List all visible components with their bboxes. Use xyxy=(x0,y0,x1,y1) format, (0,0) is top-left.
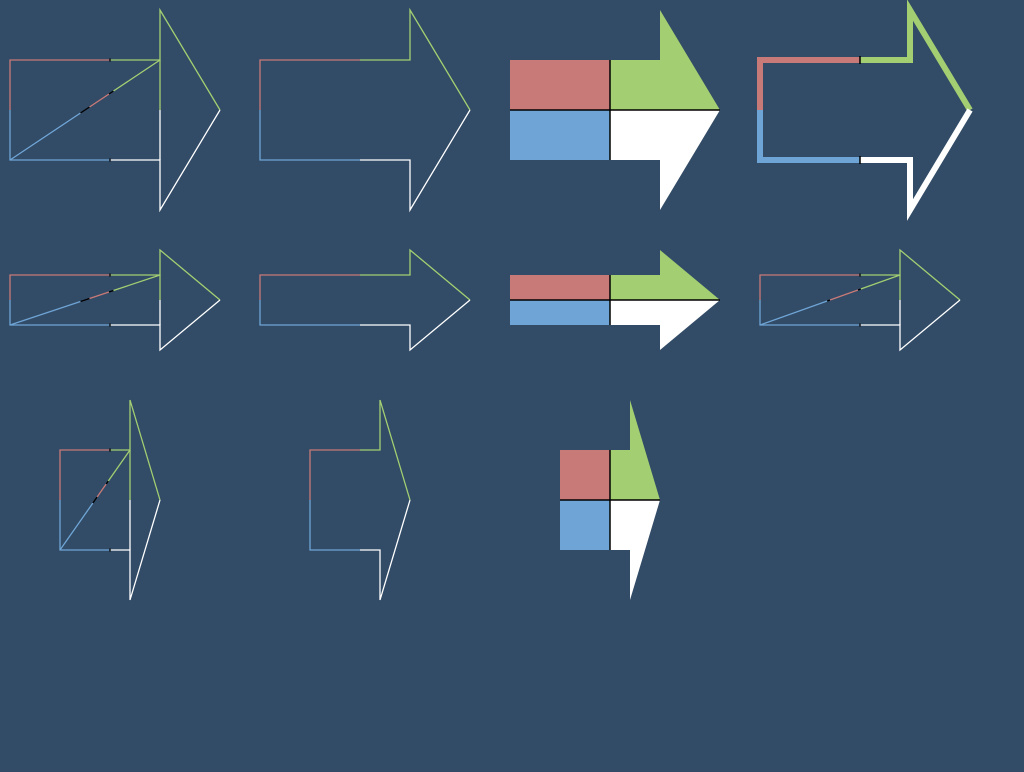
narrow-outline-arrow-with-diagonal xyxy=(60,400,160,600)
arrow-edge-bottom-left xyxy=(10,110,110,160)
arrow-edge-top-right xyxy=(860,10,970,110)
arrow-edge-top-right xyxy=(360,400,410,500)
flat-outline-arrow-with-diagonal xyxy=(10,250,220,350)
fill-top-left xyxy=(560,450,610,500)
diagonal-gap xyxy=(81,299,90,302)
arrow-edge-bottom-right xyxy=(360,300,470,350)
arrow-edge-top-left xyxy=(260,60,360,110)
diagonal-segment-blue xyxy=(10,302,81,326)
fill-top-right xyxy=(610,400,660,500)
diagonal-segment-green xyxy=(114,60,161,91)
arrow-edge-bottom-left xyxy=(60,500,110,550)
arrow-edge-bottom-left xyxy=(260,110,360,160)
diagonal-gap xyxy=(858,289,861,290)
arrow-edge-bottom-left xyxy=(760,110,860,160)
diagonal-gap xyxy=(109,91,114,94)
fill-bottom-left xyxy=(560,500,610,550)
large-outline-arrow xyxy=(260,10,470,210)
arrow-edge-top-left xyxy=(60,450,110,500)
diagonal-gap xyxy=(93,497,97,503)
narrow-filled-arrow xyxy=(560,400,660,600)
arrow-edge-bottom-right xyxy=(110,110,220,210)
diagonal-segment-red xyxy=(90,292,110,299)
arrow-edge-top-right xyxy=(110,10,220,110)
flat-outline-arrow xyxy=(260,250,470,350)
arrow-edge-bottom-right xyxy=(110,500,160,600)
arrow-edge-top-left xyxy=(260,275,360,300)
diagonal-gap xyxy=(106,481,108,484)
fill-top-left xyxy=(510,60,610,110)
diagonal-segment-green xyxy=(114,275,161,291)
fill-bottom-left xyxy=(510,300,610,325)
large-thick-outline-arrow xyxy=(760,10,970,210)
diagonal-segment-red xyxy=(97,484,106,497)
large-filled-arrow xyxy=(510,10,720,210)
fill-top-right xyxy=(610,10,720,110)
arrow-edge-top-left xyxy=(760,60,860,110)
fill-top-right xyxy=(610,250,720,300)
arrow-edge-top-right xyxy=(110,250,220,300)
arrow-edge-bottom-left xyxy=(760,300,860,325)
fill-bottom-right xyxy=(610,500,660,600)
fill-bottom-right xyxy=(610,110,720,210)
arrow-edge-bottom-right xyxy=(860,110,970,210)
arrow-edge-top-left xyxy=(760,275,860,300)
arrow-edge-bottom-right xyxy=(360,500,410,600)
diagonal-segment-blue xyxy=(10,113,81,160)
diagonal-segment-blue xyxy=(760,301,827,325)
flat-outline-arrow-no-shaft-ends xyxy=(760,250,960,350)
arrow-edge-top-right xyxy=(360,10,470,110)
diagonal-segment-blue xyxy=(60,503,93,550)
diagonal-gap xyxy=(109,291,114,293)
narrow-outline-arrow xyxy=(310,400,410,600)
diagonal-segment-red xyxy=(830,290,858,300)
diagonal-gap xyxy=(827,300,830,301)
diagonal-gap xyxy=(81,107,90,113)
arrow-edge-bottom-right xyxy=(360,110,470,210)
arrow-edge-top-left xyxy=(10,60,110,110)
arrow-edge-top-right xyxy=(360,250,470,300)
arrow-edge-bottom-left xyxy=(310,500,360,550)
arrow-edge-bottom-right xyxy=(860,300,960,350)
flat-filled-arrow xyxy=(510,250,720,350)
arrow-edge-top-right xyxy=(860,250,960,300)
arrow-edge-bottom-right xyxy=(110,300,220,350)
large-outline-arrow-with-diagonal xyxy=(10,10,220,210)
diagonal-segment-green xyxy=(108,450,130,481)
fill-bottom-left xyxy=(510,110,610,160)
arrow-edge-bottom-left xyxy=(10,300,110,325)
diagonal-segment-green xyxy=(861,275,900,289)
fill-bottom-right xyxy=(610,300,720,350)
arrow-edge-top-right xyxy=(110,400,160,500)
diagonal-segment-red xyxy=(90,94,110,107)
fill-top-left xyxy=(510,275,610,300)
arrow-edge-bottom-left xyxy=(260,300,360,325)
arrow-edge-top-left xyxy=(310,450,360,500)
